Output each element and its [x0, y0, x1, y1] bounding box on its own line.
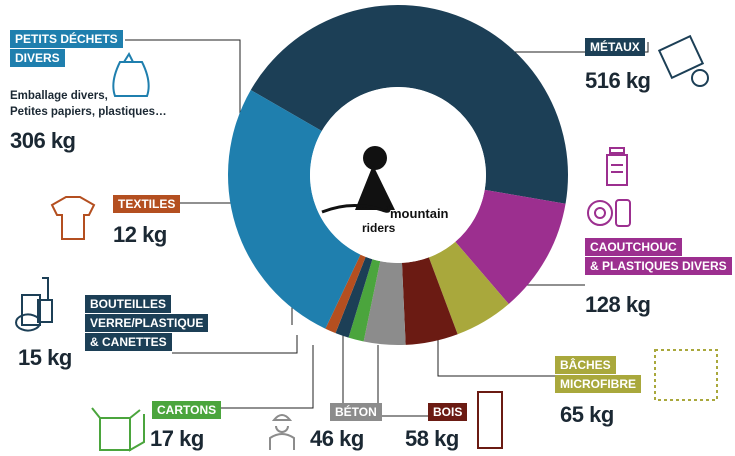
- value-label: 128 kg: [585, 292, 651, 317]
- category-label: BOUTEILLES VERRE/PLASTIQUE & CANETTES: [85, 295, 209, 352]
- value-label: 12 kg: [113, 222, 167, 247]
- box-icon: [91, 407, 145, 452]
- logo-mountain: [355, 165, 395, 210]
- logo-text: riders: [362, 221, 396, 235]
- value-label: 306 kg: [10, 128, 76, 153]
- tire-icon: [587, 200, 613, 226]
- leader-line: [437, 326, 555, 377]
- category-label: BOIS: [428, 403, 468, 422]
- metal-icon: [691, 69, 709, 87]
- bottle-icon: [606, 147, 628, 186]
- slice: [335, 256, 373, 338]
- logo-sun: [363, 146, 387, 170]
- value-label: 516 kg: [585, 68, 651, 93]
- category-tag: BOIS: [428, 403, 468, 421]
- bottles-icon: [15, 277, 53, 332]
- annotation: Emballage divers, Petites papiers, plast…: [10, 90, 167, 118]
- category-tag: CAOUTCHOUC & PLASTIQUES DIVERS: [585, 238, 732, 275]
- category-label: BÂCHES MICROFIBRE: [555, 356, 641, 394]
- leader-line: [172, 335, 298, 354]
- category-label: CAOUTCHOUC & PLASTIQUES DIVERS: [585, 238, 732, 276]
- category-label: MÉTAUX: [585, 38, 645, 57]
- category-label: BÉTON: [330, 403, 382, 422]
- category-tag: BÉTON: [330, 403, 382, 421]
- can-icon: [615, 199, 631, 227]
- wood-icon: [477, 391, 503, 449]
- category-tag: PETITS DÉCHETS DIVERS: [10, 30, 123, 67]
- category-tag: BÂCHES MICROFIBRE: [555, 356, 641, 393]
- fabric-icon: [654, 349, 718, 401]
- donut-hole: [310, 87, 486, 263]
- value-label: 46 kg: [310, 426, 364, 451]
- category-label: TEXTILES: [113, 195, 181, 214]
- value-label: 65 kg: [560, 402, 614, 427]
- leader-line: [377, 345, 428, 417]
- slice: [325, 254, 366, 334]
- leader-line: [210, 345, 314, 409]
- slice: [250, 5, 568, 204]
- slice: [455, 189, 566, 304]
- value-label: 58 kg: [405, 426, 459, 451]
- slice: [227, 90, 361, 329]
- bag-icon: [112, 51, 150, 97]
- category-label: PETITS DÉCHETS DIVERS: [10, 30, 123, 68]
- category-label: CARTONS: [152, 401, 222, 420]
- logo-text: mountain: [390, 206, 449, 221]
- shirt-icon: [50, 196, 96, 240]
- category-tag: BOUTEILLES VERRE/PLASTIQUE & CANETTES: [85, 295, 209, 351]
- logo-wave: [321, 204, 391, 214]
- category-tag: TEXTILES: [113, 195, 181, 213]
- value-label: 17 kg: [150, 426, 204, 451]
- icons: [15, 34, 718, 452]
- category-tag: MÉTAUX: [585, 38, 645, 56]
- logo: mountain riders: [321, 146, 449, 235]
- slice: [348, 259, 381, 342]
- donut: [227, 5, 568, 345]
- slice: [363, 261, 406, 345]
- worker-icon: [269, 414, 295, 450]
- slice: [401, 257, 458, 345]
- tire-icon: [594, 207, 606, 219]
- value-label: 15 kg: [18, 345, 72, 370]
- metal-icon: [657, 34, 705, 80]
- category-tag: CARTONS: [152, 401, 222, 419]
- slice: [428, 241, 509, 335]
